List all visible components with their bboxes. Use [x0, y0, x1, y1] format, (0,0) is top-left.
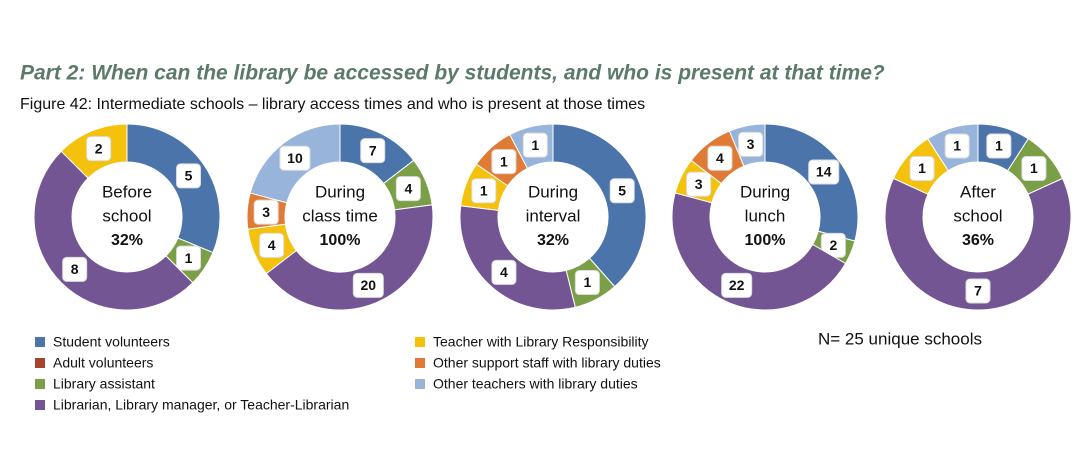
label-box	[259, 232, 285, 258]
donut-slice	[884, 177, 1072, 311]
note: N= 25 unique schools	[818, 329, 982, 348]
legend-swatch	[415, 379, 425, 389]
data-label: 5	[185, 168, 193, 184]
center-label: interval	[526, 206, 581, 225]
data-label: 2	[95, 140, 103, 156]
center-label: Before	[102, 182, 152, 201]
data-label: 1	[918, 160, 926, 176]
data-label: 20	[361, 277, 377, 293]
label-box	[522, 132, 548, 158]
center-percent: 36%	[962, 232, 994, 249]
label-box	[707, 145, 733, 171]
label-box	[491, 259, 517, 285]
label-box	[253, 199, 279, 225]
data-label: 10	[287, 150, 303, 166]
legend-label: Adult volunteers	[53, 355, 153, 371]
donut-slice	[265, 204, 434, 311]
data-label: 3	[747, 136, 755, 152]
data-label: 4	[716, 150, 724, 166]
label-box	[1021, 156, 1047, 182]
label-box	[686, 171, 712, 197]
donut-slice	[671, 192, 847, 311]
data-label: 1	[583, 274, 591, 290]
label-box	[808, 159, 840, 185]
label-box	[352, 272, 384, 298]
heading: Part 2: When can the library be accessed…	[20, 62, 885, 85]
label-box	[491, 149, 517, 175]
data-label: 4	[404, 180, 412, 196]
label-box	[176, 245, 202, 271]
data-label: 7	[369, 142, 377, 158]
label-box	[574, 270, 600, 296]
label-box	[986, 133, 1012, 159]
data-label: 8	[71, 261, 79, 277]
label-box	[62, 256, 88, 282]
data-label: 1	[1030, 160, 1038, 176]
caption: Figure 42: Intermediate schools – librar…	[20, 96, 645, 113]
label-box	[944, 133, 970, 159]
center-label: During	[315, 182, 365, 201]
center-percent: 100%	[745, 232, 786, 249]
label-box	[609, 178, 635, 204]
legend-swatch	[35, 379, 45, 389]
label-box	[176, 163, 202, 189]
donut-slice	[126, 123, 221, 254]
label-box	[965, 278, 991, 304]
legend-label: Student volunteers	[53, 334, 170, 350]
label-box	[738, 131, 764, 157]
label-box	[909, 156, 935, 182]
data-label: 3	[262, 204, 270, 220]
data-label: 5	[618, 182, 626, 198]
legend-label: Library assistant	[53, 376, 155, 392]
center-label: During	[740, 182, 790, 201]
center-label: After	[960, 182, 996, 201]
data-label: 1	[531, 137, 539, 153]
legend-label: Teacher with Library Responsibility	[433, 334, 649, 350]
legend-swatch	[35, 400, 45, 410]
center-label: school	[102, 206, 151, 225]
label-box	[279, 145, 311, 171]
center-percent: 100%	[320, 232, 361, 249]
label-box	[395, 176, 421, 202]
center-label: class time	[302, 206, 378, 225]
donut-slice	[459, 205, 576, 311]
data-label: 4	[500, 264, 508, 280]
data-label: 1	[185, 250, 193, 266]
data-label: 7	[974, 283, 982, 299]
data-label: 14	[816, 164, 832, 180]
legend-label: Librarian, Library manager, or Teacher-L…	[53, 397, 349, 413]
donut-slice	[552, 123, 647, 288]
legend-label: Other support staff with library duties	[433, 355, 661, 371]
data-label: 2	[829, 237, 837, 253]
legend-swatch	[35, 358, 45, 368]
label-box	[471, 178, 497, 204]
legend-swatch	[415, 337, 425, 347]
data-label: 1	[480, 182, 488, 198]
data-label: 4	[268, 237, 276, 253]
label-box	[721, 272, 753, 298]
legend-swatch	[35, 337, 45, 347]
data-label: 1	[953, 138, 961, 154]
center-label: lunch	[745, 206, 786, 225]
center-label: school	[953, 206, 1002, 225]
data-label: 22	[729, 277, 745, 293]
data-label: 1	[995, 138, 1003, 154]
data-label: 3	[695, 176, 703, 192]
center-percent: 32%	[537, 232, 569, 249]
label-box	[360, 138, 386, 164]
label-box	[86, 136, 112, 162]
legend-swatch	[415, 358, 425, 368]
data-label: 1	[500, 153, 508, 169]
center-label: During	[528, 182, 578, 201]
center-percent: 32%	[111, 232, 143, 249]
legend-label: Other teachers with library duties	[433, 376, 638, 392]
